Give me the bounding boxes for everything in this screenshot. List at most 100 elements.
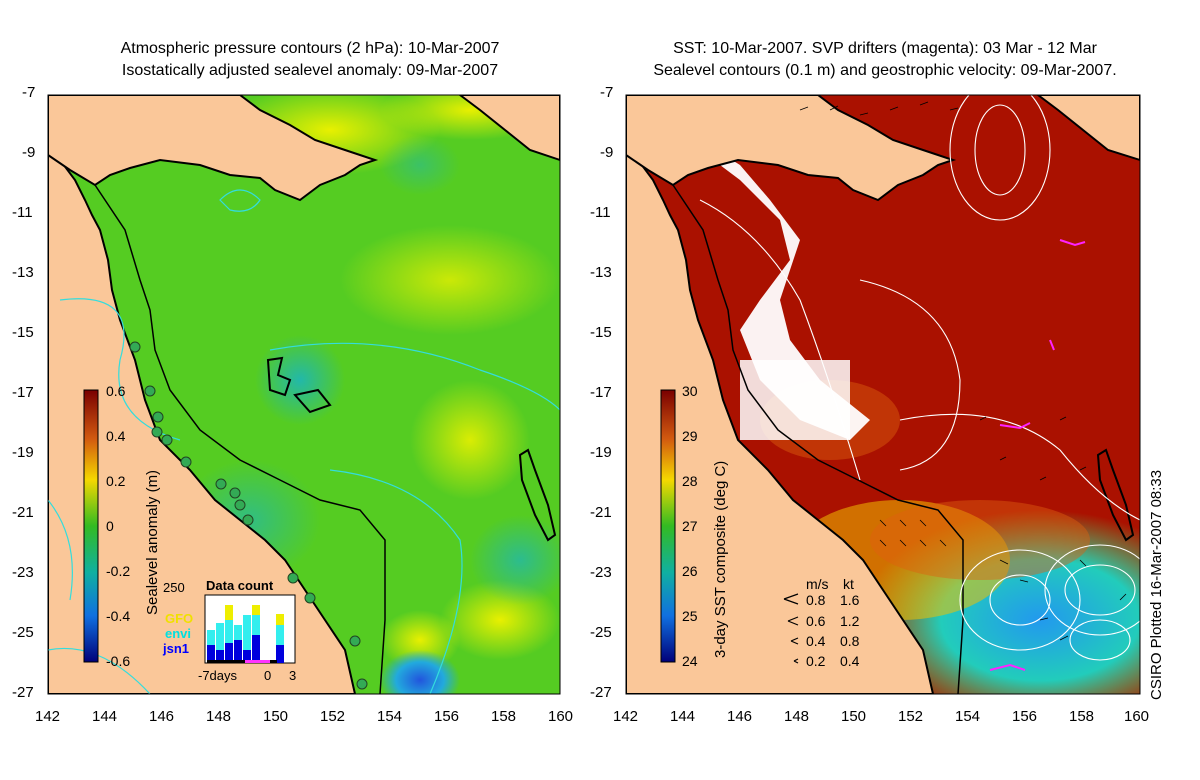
lon-tick: 144 [92,708,118,725]
lat-tick: -23 [12,564,34,581]
velocity-key-kt: 1.2 [840,613,860,629]
lat-tick: -19 [12,444,34,461]
lon-tick: 158 [491,708,517,725]
lat-tick: -25 [12,624,34,641]
sst-map [626,95,1140,694]
sealevel-colorbar-title: Sealevel anomaly (m) [144,469,161,615]
lon-tick: 156 [434,708,460,725]
colorbar-label: 0.6 [106,383,126,399]
lat-tick: -21 [12,504,34,521]
left-map-title: Atmospheric pressure contours (2 hPa): 1… [40,38,580,82]
lon-tick: 146 [727,708,753,725]
velocity-key-arrows [783,593,799,664]
shelf-edge [672,184,964,694]
plot-credit: CSIRO Plotted 16-Mar-2007 08:33 [1148,469,1165,700]
lat-tick: -27 [590,684,612,701]
right-map-title: SST: 10-Mar-2007. SVP drifters (magenta)… [590,38,1180,82]
lon-tick: 142 [35,708,61,725]
lat-tick: -17 [590,384,612,401]
velocity-key-ms: 0.4 [806,633,826,649]
solomon-land [458,95,560,162]
velocity-key-ms: 0.8 [806,592,826,608]
lon-tick: 150 [263,708,289,725]
left-title-line2: Isostatically adjusted sealevel anomaly:… [121,62,499,79]
velocity-key-kt: 0.4 [840,653,860,669]
lon-tick: 158 [1069,708,1095,725]
lon-tick: 148 [206,708,232,725]
colorbar-label: 0.2 [106,473,126,489]
sst-colorbar [660,389,676,663]
colorbar-label: 0 [106,518,114,534]
lon-tick: 156 [1012,708,1038,725]
lon-tick: 154 [955,708,981,725]
lat-tick: -21 [590,504,612,521]
new-caledonia-outline [518,448,557,542]
right-map-frame [625,94,1141,695]
colorbar-label: 26 [682,563,698,579]
tide-gauge-markers [129,341,368,690]
velocity-key-header-ms: m/s [806,576,829,592]
colorbar-label: 29 [682,428,698,444]
colorbar-label: 27 [682,518,698,534]
right-title-line1: SST: 10-Mar-2007. SVP drifters (magenta)… [673,40,1097,57]
lat-tick: -9 [600,144,614,161]
colorbar-label: 0.4 [106,428,126,444]
lon-tick: 150 [841,708,867,725]
data-count-xlabel: 3 [289,668,297,683]
low-anomaly-patch [255,335,345,425]
pressure-contour [59,298,181,441]
left-map-frame [47,94,561,695]
colorbar-label: 28 [682,473,698,489]
velocity-key-ms: 0.2 [806,653,826,669]
left-title-line1: Atmospheric pressure contours (2 hPa): 1… [120,40,500,57]
lat-tick: -23 [590,564,612,581]
png-land [48,95,379,202]
colorbar-label: 30 [682,383,698,399]
lon-tick: 154 [377,708,403,725]
png-land [626,95,957,202]
sealevel-colorbar [83,389,99,663]
right-title-line2: Sealevel contours (0.1 m) and geostrophi… [653,62,1117,79]
lat-tick: -11 [12,204,33,221]
shelf-edge [94,184,386,694]
lon-tick: 142 [613,708,639,725]
data-count-title: Data count [206,578,274,593]
lat-tick: -7 [600,84,614,101]
data-count-chart [204,594,296,664]
australia-land [626,138,935,694]
lat-tick: -7 [22,84,36,101]
velocity-key-header-kt: kt [843,576,854,592]
data-count-xlabel: -7days [198,668,238,683]
lat-tick: -19 [590,444,612,461]
colorbar-label: 25 [682,608,698,624]
sealevel-contours [699,95,1140,661]
lat-tick: -27 [12,684,34,701]
velocity-key-kt: 1.6 [840,592,860,608]
sst-colorbar-title: 3-day SST composite (deg C) [712,460,729,658]
lat-tick: -9 [22,144,36,161]
velocity-key-kt: 0.8 [840,633,860,649]
lat-tick: -13 [12,264,34,281]
solomon-land [1036,95,1140,162]
sealevel-map [48,95,560,694]
velocity-key-ms: 0.6 [806,613,826,629]
australia-land [48,138,357,694]
data-count-xlabel: 0 [264,668,272,683]
lon-tick: 152 [320,708,346,725]
colorbar-label: 24 [682,653,698,669]
lon-tick: 144 [670,708,696,725]
lon-tick: 160 [1124,708,1150,725]
lon-tick: 148 [784,708,810,725]
lat-tick: -15 [590,324,612,341]
lat-tick: -25 [590,624,612,641]
drifter-tracks [989,239,1086,671]
colorbar-label: -0.6 [106,653,131,669]
lat-tick: -11 [590,204,611,221]
low-anomaly-blue [380,650,460,694]
colorbar-label: -0.2 [106,563,131,579]
lat-tick: -13 [590,264,612,281]
data-count-ymax: 250 [163,580,185,595]
lon-tick: 160 [548,708,574,725]
new-caledonia-outline [1096,448,1135,542]
